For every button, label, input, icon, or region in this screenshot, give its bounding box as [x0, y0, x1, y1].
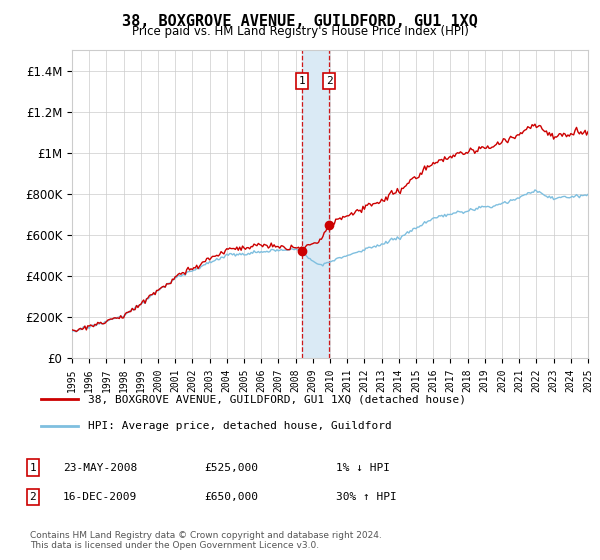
Text: 38, BOXGROVE AVENUE, GUILDFORD, GU1 1XQ: 38, BOXGROVE AVENUE, GUILDFORD, GU1 1XQ: [122, 14, 478, 29]
Text: 1: 1: [29, 463, 37, 473]
Text: 16-DEC-2009: 16-DEC-2009: [63, 492, 137, 502]
Text: Contains HM Land Registry data © Crown copyright and database right 2024.
This d: Contains HM Land Registry data © Crown c…: [30, 530, 382, 550]
Text: £525,000: £525,000: [204, 463, 258, 473]
Text: 2: 2: [29, 492, 37, 502]
Text: 30% ↑ HPI: 30% ↑ HPI: [336, 492, 397, 502]
Text: 38, BOXGROVE AVENUE, GUILDFORD, GU1 1XQ (detached house): 38, BOXGROVE AVENUE, GUILDFORD, GU1 1XQ …: [88, 394, 466, 404]
Text: 23-MAY-2008: 23-MAY-2008: [63, 463, 137, 473]
Text: £650,000: £650,000: [204, 492, 258, 502]
Text: Price paid vs. HM Land Registry's House Price Index (HPI): Price paid vs. HM Land Registry's House …: [131, 25, 469, 38]
Bar: [302, 50, 329, 358]
Text: 2: 2: [326, 76, 332, 86]
Text: HPI: Average price, detached house, Guildford: HPI: Average price, detached house, Guil…: [88, 421, 392, 431]
Text: 1: 1: [299, 76, 305, 86]
Text: 1% ↓ HPI: 1% ↓ HPI: [336, 463, 390, 473]
